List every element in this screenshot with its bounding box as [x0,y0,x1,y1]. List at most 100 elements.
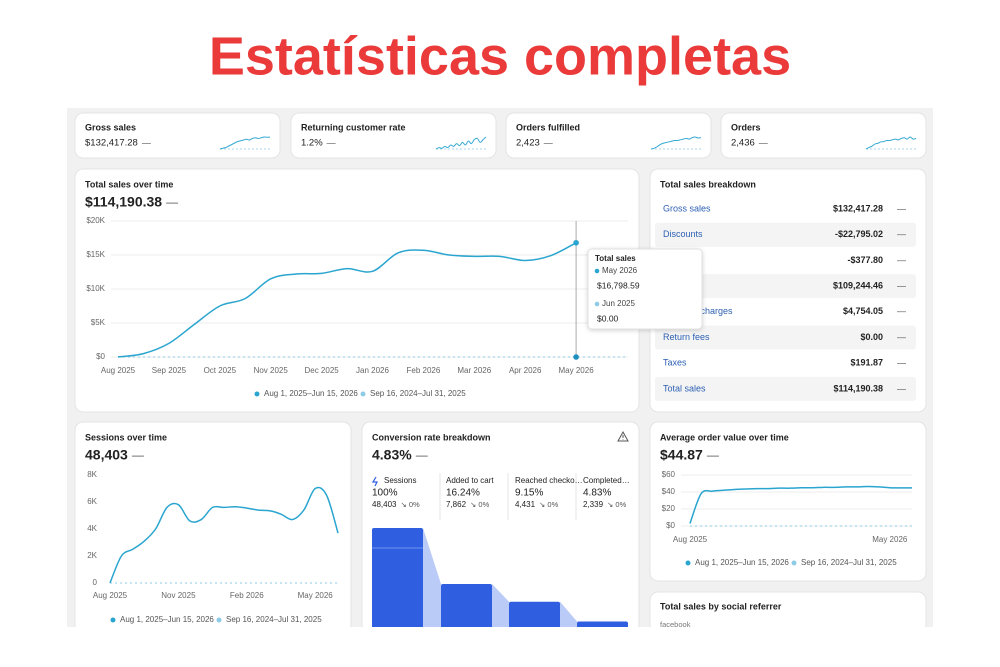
kpi-change: — [759,137,768,147]
kpi-value: 2,436 [731,138,755,149]
tooltip-value: $0.00 [597,313,619,323]
card-title: Total sales breakdown [660,179,756,189]
row-shade [655,222,916,247]
tooltip-label: May 2026 [602,266,638,275]
y-tick-label: 6K [87,497,97,506]
y-tick-label: $20K [86,216,105,225]
tooltip-dot [594,268,600,274]
tooltip-label: Jun 2025 [602,299,635,308]
card-value: 4.83% [372,447,412,463]
kpi-label: Orders fulfilled [516,122,580,132]
step-rate: 4.83% [583,488,611,499]
x-tick-label: Sep 2025 [152,366,187,375]
card-title: Total sales by social referrer [660,601,782,611]
row-value: $191.87 [850,358,883,368]
kpi-value: $132,417.28 [85,138,138,149]
kpi-change: — [327,137,336,147]
tooltip-value: $16,798.59 [597,280,640,290]
dashboard: Gross sales $132,417.28 — Returning custome… [67,108,933,629]
kpi-change: — [544,137,553,147]
card-title: Average order value over time [660,432,789,442]
legend-label: Aug 1, 2025–Jun 15, 2026 [120,615,214,624]
x-tick-label: May 2026 [559,366,595,375]
bar [509,601,560,627]
legend-label: Aug 1, 2025–Jun 15, 2026 [264,389,358,398]
row-label: Discounts [663,229,703,239]
tooltip-point [573,239,579,246]
funnel-connector [560,601,577,627]
step-count: 7,862 [446,500,467,509]
card-title: Sessions over time [85,432,167,442]
legend-label: Sep 16, 2024–Jul 31, 2025 [226,615,322,624]
card-title: Total sales over time [85,179,173,189]
card [649,591,927,627]
step-count: 4,431 [515,500,536,509]
series-line [689,485,913,524]
row-change: — [897,255,906,265]
y-tick-label: $10K [86,284,105,293]
funnel-connector [423,528,441,627]
row-value: $132,417.28 [833,203,883,213]
legend-label: Sep 16, 2024–Jul 31, 2025 [801,558,897,567]
step-rate: 100% [372,488,398,499]
row-change: — [897,358,906,368]
sparkline [865,136,917,150]
row-shade [655,325,916,350]
x-tick-label: May 2026 [872,535,908,544]
row-value: $4,754.05 [843,306,883,316]
social-item: facebook [660,620,691,629]
step-count: 2,339 [583,500,604,509]
kpi-value: 2,423 [516,138,540,149]
y-tick-label: $40 [662,487,676,496]
row-shade [655,274,916,299]
y-tick-label: 2K [87,551,97,560]
row-change: — [897,280,906,290]
warning-icon [617,430,629,442]
row-value: $109,244.46 [833,280,883,290]
card [649,421,927,582]
legend-dot [216,617,222,623]
x-tick-label: Aug 2025 [101,366,136,375]
row-change: — [897,306,906,316]
legend-label: Sep 16, 2024–Jul 31, 2025 [370,389,466,398]
row-label: Gross sales [663,203,711,213]
row-label: Return fees [663,332,710,342]
card-change: — [166,195,178,209]
card [505,112,712,159]
card-value: $44.87 [660,447,703,463]
y-tick-label: $5K [91,318,106,327]
card [720,112,927,159]
tooltip-dot [594,301,600,307]
step-change: ↘ 0% [400,500,420,509]
tooltip-title: Total sales [595,254,636,263]
step-label: Completed… [583,476,630,485]
x-tick-label: Nov 2025 [254,366,289,375]
bar [441,584,492,627]
y-tick-label: 8K [87,470,97,479]
step-change: ↘ 0% [539,500,559,509]
series-line [109,486,339,584]
row-change: — [897,229,906,239]
card-title: Conversion rate breakdown [372,432,491,442]
step-rate: 16.24% [446,488,480,499]
kpi-label: Gross sales [85,122,136,132]
step-rate: 9.15% [515,488,543,499]
y-tick-label: $15K [86,250,105,259]
row-shade [655,376,916,401]
step-label: Reached checko… [515,476,583,485]
funnel-connector [492,584,509,627]
x-tick-label: Jan 2026 [356,366,389,375]
row-value: $114,190.38 [833,383,883,393]
y-tick-label: $0 [96,352,105,361]
sparkline [219,136,271,150]
bar [577,621,628,627]
card-change: — [707,448,719,462]
card [74,112,281,159]
x-tick-label: Aug 2025 [93,591,128,600]
x-tick-label: Feb 2026 [406,366,440,375]
x-tick-label: Feb 2026 [230,591,264,600]
y-tick-label: 0 [93,578,98,587]
tooltip-box [587,248,703,330]
step-label: Sessions [384,476,416,485]
